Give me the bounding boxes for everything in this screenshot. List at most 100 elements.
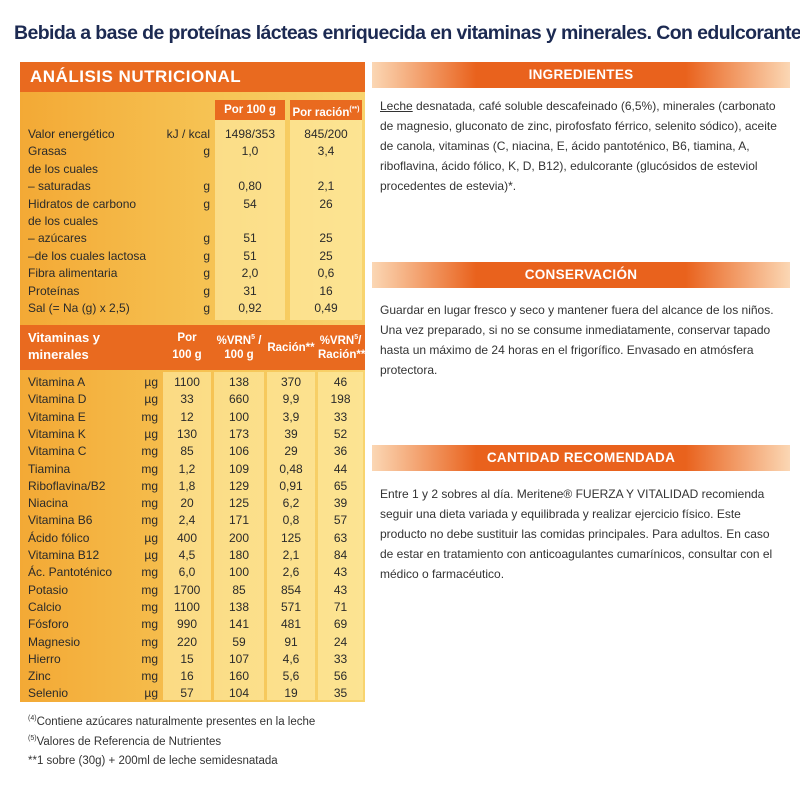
vitamin-value: 65 [333, 478, 348, 493]
vitamins-header: 100 g [214, 347, 264, 363]
vitamin-value: 171 [228, 513, 250, 528]
vitamin-value: 220 [176, 634, 198, 649]
vitamin-value: 138 [228, 375, 250, 389]
vitamin-value: 24 [333, 634, 348, 649]
vitamin-value: 130 [176, 426, 198, 441]
vitamin-name: Vitamina D [28, 392, 87, 407]
vitamin-value: 56 [333, 669, 348, 684]
vitamin-name: Potasio [28, 582, 69, 597]
header-segment: 5 [354, 334, 359, 341]
vitamin-unit: µg [144, 392, 158, 407]
vitamins-header: Ración** [267, 340, 315, 356]
row-unit: g [203, 248, 210, 263]
header-segment: Ración** [267, 342, 315, 354]
row-label: – saturadas [28, 179, 91, 194]
stripe [163, 372, 211, 700]
row-value: 0,49 [314, 301, 338, 315]
ingredients-underlined: Leche [380, 99, 413, 113]
vitamin-value: 1100 [174, 599, 200, 614]
vitamin-value: 370 [280, 375, 302, 389]
stripe [214, 372, 264, 700]
header-segment: Vitaminas y [28, 330, 101, 345]
header-segment: Ración** [318, 349, 366, 361]
vitamin-value: 2,4 [178, 513, 196, 528]
ingredients-heading: INGREDIENTES [372, 62, 790, 88]
vitamin-value: 46 [333, 375, 348, 389]
vitamin-value: 3,9 [282, 409, 300, 424]
vitamin-name: Hierro [28, 651, 61, 666]
row-value: 0,80 [238, 179, 262, 194]
vitamin-value: 1,8 [178, 478, 196, 493]
header-segment: Por [177, 332, 197, 344]
vitamin-value: 33 [333, 409, 348, 424]
vitamin-value: 15 [180, 651, 194, 666]
vitamin-unit: mg [141, 513, 158, 528]
vitamin-value: 160 [228, 669, 250, 684]
vitamin-value: 106 [228, 444, 250, 459]
header-segment: %VRN [216, 334, 252, 347]
row-unit: g [203, 283, 210, 298]
vitamin-value: 69 [333, 617, 348, 632]
vitamin-value: 4,6 [282, 651, 300, 666]
vitamin-value: 660 [228, 392, 250, 407]
vitamin-value: 129 [228, 478, 250, 493]
vitamin-value: 1100 [174, 375, 200, 389]
footnote-mark: (5) [28, 735, 37, 742]
row-label: Fibra alimentaria [28, 266, 118, 281]
vitamin-name: Vitamina B6 [28, 513, 93, 528]
column-header-sup: (**) [349, 106, 360, 113]
vitamin-value: 44 [333, 461, 348, 476]
column-header-text: Por 100 g [224, 104, 276, 116]
vitamin-value: 200 [228, 530, 250, 545]
row-value: 54 [243, 196, 257, 211]
vitamin-value: 400 [176, 530, 198, 545]
vitamin-value: 0,48 [279, 461, 303, 476]
vitamin-value: 173 [228, 426, 250, 441]
row-unit: g [203, 266, 210, 281]
footnote-mark: (4) [28, 715, 37, 722]
row-value: 1,0 [241, 144, 259, 159]
footnote-text: Contiene azúcares naturalmente presentes… [36, 715, 316, 728]
vitamin-value: 9,9 [282, 392, 300, 407]
vitamin-value: 100 [228, 409, 250, 424]
vitamin-name: Riboflavina/B2 [28, 478, 106, 493]
header-segment: 100 g [224, 349, 254, 361]
vitamin-value: 85 [180, 444, 194, 459]
vitamin-name: Vitamina C [28, 444, 87, 459]
vitamin-value: 1,2 [178, 461, 196, 476]
vitamins-header: Por [163, 330, 211, 346]
vitamin-unit: mg [141, 669, 158, 684]
vitamin-name: Vitamina K [28, 426, 86, 441]
vitamin-value: 104 [228, 686, 250, 701]
vitamin-name: Tiamina [28, 461, 71, 476]
vitamin-unit: mg [141, 651, 158, 666]
vitamin-unit: µg [144, 686, 158, 701]
vitamin-value: 481 [280, 617, 302, 632]
vitamin-value: 109 [228, 461, 250, 476]
vitamins-header: Vitaminas y [28, 330, 158, 346]
vitamin-value: 43 [333, 582, 348, 597]
title: Bebida a base de proteínas lácteas enriq… [14, 22, 800, 44]
vitamin-value: 91 [284, 634, 298, 649]
vitamin-name: Magnesio [28, 634, 81, 649]
vitamin-value: 85 [232, 582, 246, 597]
row-unit: kJ / kcal [166, 127, 210, 141]
vitamin-value: 180 [228, 548, 250, 562]
vitamin-name: Vitamina E [28, 409, 86, 424]
vitamin-value: 0,8 [282, 513, 300, 528]
row-value: 0,92 [238, 301, 262, 315]
row-label: Sal (= Na (g) x 2,5) [28, 301, 130, 315]
stripe [290, 100, 362, 320]
nutrition-heading: ANÁLISIS NUTRICIONAL [20, 62, 365, 92]
stripe [215, 100, 285, 320]
vitamin-name: Calcio [28, 599, 62, 614]
vitamin-value: 198 [330, 392, 351, 407]
vitamins-header: %VRN5/ [318, 330, 363, 347]
vitamin-value: 107 [228, 651, 250, 666]
vitamin-value: 854 [280, 582, 302, 597]
row-value: 51 [243, 231, 257, 246]
row-value: 26 [319, 196, 333, 211]
vitamin-unit: µg [144, 375, 158, 389]
row-value: 845/200 [304, 127, 348, 141]
